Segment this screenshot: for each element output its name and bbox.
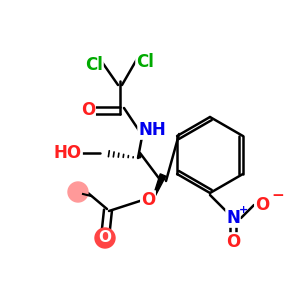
Text: HO: HO [54,144,82,162]
Text: O: O [255,196,269,214]
Text: Cl: Cl [136,53,154,71]
Text: O: O [141,191,155,209]
Text: N: N [226,209,240,227]
Text: Cl: Cl [85,56,103,74]
Circle shape [68,182,88,202]
Circle shape [95,228,115,248]
Text: NH: NH [138,121,166,139]
Text: O: O [226,233,240,251]
Text: O: O [81,101,95,119]
Polygon shape [150,174,166,206]
Text: −: − [271,188,284,203]
Text: O: O [98,230,112,245]
Text: +: + [239,205,248,215]
